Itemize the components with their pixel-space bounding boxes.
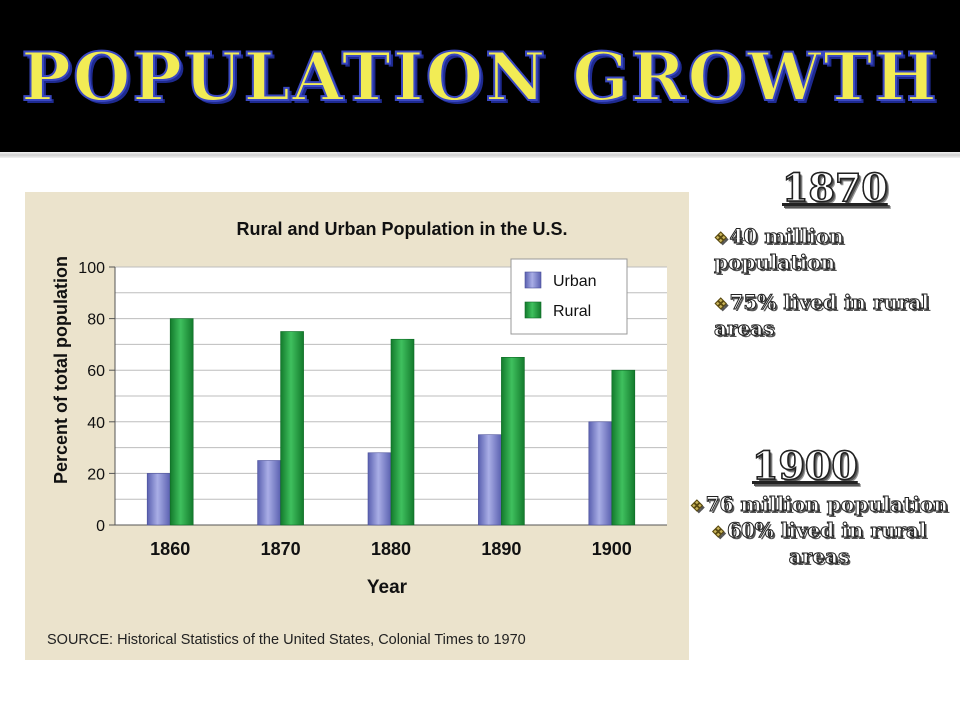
- bar-rural-1860: [169, 318, 194, 526]
- source-note: SOURCE: Historical Statistics of the Uni…: [47, 632, 526, 648]
- fact-text: 40 million population: [714, 224, 845, 275]
- bar-urban-1890: [478, 434, 502, 526]
- fact-text: 76 million population: [705, 492, 948, 517]
- x-tick-label: 1900: [592, 539, 632, 559]
- bar-urban-1900: [588, 421, 613, 526]
- y-tick-label: 0: [96, 518, 105, 535]
- facts-1870-list: ❖ 40 million population ❖ 75% lived in rur…: [713, 224, 944, 356]
- fact-item: ❖ 76 million population: [678, 492, 960, 518]
- y-tick-label: 40: [87, 415, 105, 432]
- slide-title: POPULATION GROWTH: [20, 37, 939, 117]
- title-divider: [0, 152, 960, 158]
- legend-swatch-urban: [524, 271, 542, 289]
- y-tick-label: 80: [87, 312, 105, 329]
- chart-title: Rural and Urban Population in the U.S.: [236, 219, 567, 239]
- fact-item: ❖ 40 million population: [714, 224, 944, 275]
- bar-rural-1880: [390, 338, 415, 526]
- heading-1870: 1870: [781, 164, 888, 211]
- heading-1900: 1900: [751, 442, 858, 489]
- diamond-bullet-icon: ❖: [714, 229, 728, 248]
- chart-panel: Rural and Urban Population in the U.S. P…: [25, 192, 689, 660]
- title-bar: [0, 0, 960, 152]
- fact-item: ❖ 60% lived in rural areas: [678, 518, 960, 569]
- legend-label-rural: Rural: [553, 303, 591, 320]
- x-axis-label: Year: [367, 577, 408, 598]
- facts-1900-list: ❖ 76 million population ❖ 60% lived in rur…: [678, 492, 960, 569]
- fact-text: 75% lived in rural areas: [713, 290, 930, 341]
- bar-rural-1870: [280, 331, 304, 526]
- bar-rural-1900: [611, 369, 636, 526]
- y-tick-label: 100: [78, 260, 105, 277]
- diamond-bullet-icon: ❖: [690, 497, 704, 516]
- fact-item: ❖ 75% lived in rural areas: [713, 290, 944, 341]
- x-tick-label: 1880: [371, 539, 411, 559]
- legend-label-urban: Urban: [553, 273, 597, 290]
- legend-swatch-rural: [524, 301, 542, 319]
- bar-rural-1890: [501, 357, 525, 526]
- diamond-bullet-icon: ❖: [714, 295, 728, 314]
- y-tick-label: 20: [87, 466, 105, 483]
- bar-urban-1860: [146, 473, 171, 526]
- legend-box: [510, 258, 628, 335]
- bar-chart: Rural and Urban Population in the U.S. P…: [47, 219, 667, 648]
- bar-urban-1880: [367, 452, 392, 526]
- legend: Urban Rural: [510, 258, 628, 335]
- x-tick-label: 1890: [481, 539, 521, 559]
- diamond-bullet-icon: ❖: [711, 523, 725, 542]
- y-tick-label: 60: [87, 363, 105, 380]
- fact-text: 60% lived in rural areas: [726, 518, 927, 569]
- bar-urban-1870: [257, 460, 281, 526]
- x-tick-label: 1860: [150, 539, 190, 559]
- y-axis-label: Percent of total population: [51, 256, 71, 484]
- x-tick-label: 1870: [261, 539, 301, 559]
